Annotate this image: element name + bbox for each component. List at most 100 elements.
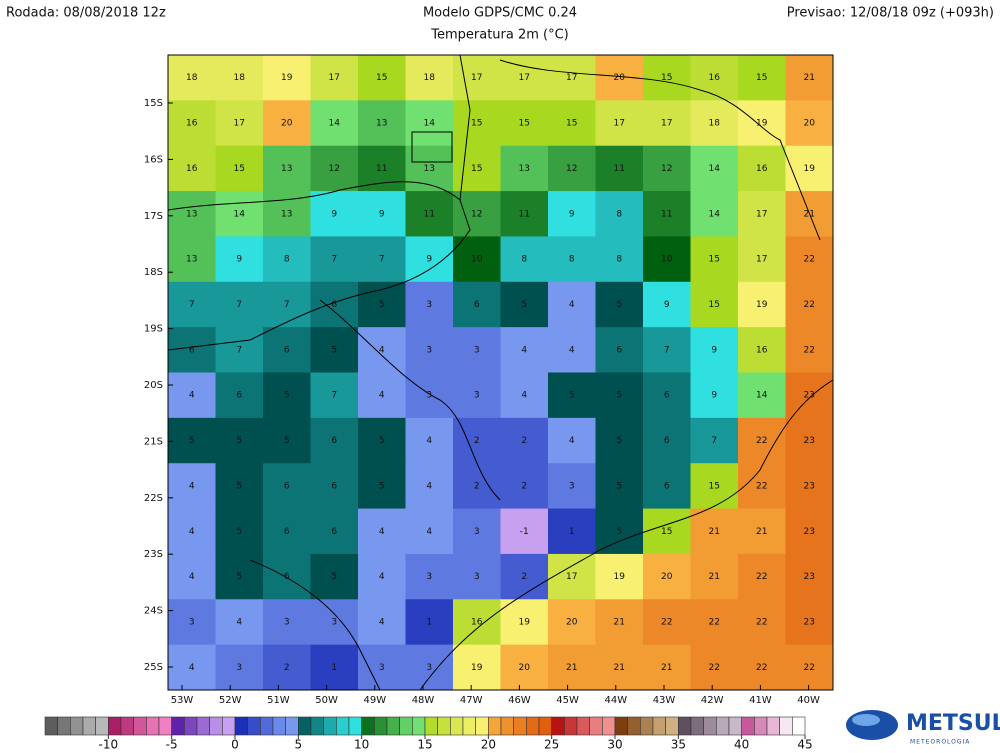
temp-value: 3 [426, 345, 432, 355]
temp-value: 4 [189, 391, 195, 401]
colorbar-box [766, 716, 780, 736]
colorbar-box [272, 716, 286, 736]
temp-cell [168, 55, 216, 101]
temp-value: 15 [709, 300, 720, 310]
temp-value: -1 [520, 527, 529, 537]
temp-cell [785, 100, 834, 147]
temp-cell [453, 372, 501, 419]
temp-cell [310, 191, 359, 237]
colorbar-box [57, 716, 71, 736]
temp-cell [168, 599, 216, 646]
colorbar-box [133, 716, 147, 736]
temp-cell [168, 100, 216, 147]
temp-value: 14 [329, 119, 341, 129]
temp-cell [500, 100, 549, 147]
temp-cell [168, 191, 216, 237]
colorbar-box [209, 716, 223, 736]
temp-value: 3 [426, 572, 432, 582]
temp-value: 4 [379, 391, 385, 401]
colorbar: -10 -5 0 5 10 15 20 25 30 35 40 45 [44, 716, 813, 752]
temp-value: 22 [709, 617, 720, 627]
colorbar-box [792, 716, 806, 736]
temp-value: 17 [329, 73, 340, 83]
temp-value: 14 [424, 119, 436, 129]
temp-value: 22 [756, 572, 767, 582]
temp-value: 2 [521, 572, 527, 582]
temp-cell [453, 145, 501, 192]
temp-cell [215, 463, 264, 510]
lon-label: 42W [701, 695, 724, 706]
temp-value: 5 [331, 345, 337, 355]
axes: 15S 16S 17S 18S 19S 20S 21S 22S 23S 24S 25S 53W 52W 5… [144, 98, 820, 706]
colorbar-box [361, 716, 375, 736]
temp-value: 4 [426, 436, 432, 446]
temp-value: 21 [804, 73, 815, 83]
lon-label: 44W [604, 695, 627, 706]
temp-value: 13 [281, 164, 292, 174]
colorbar-box [196, 716, 210, 736]
temp-cell [500, 145, 549, 192]
colorbar-box [602, 716, 616, 736]
temp-value: 15 [709, 481, 720, 491]
temp-cell [310, 644, 359, 691]
colorbar-box [500, 716, 514, 736]
temp-cell [690, 236, 739, 283]
temp-value: 16 [186, 119, 198, 129]
temp-value: 23 [804, 617, 815, 627]
temp-cell [453, 281, 501, 328]
temp-value: 15 [519, 119, 530, 129]
colorbar-box [589, 716, 603, 736]
lat-label: 25S [144, 662, 163, 673]
temp-cell [263, 508, 311, 555]
temp-cell [690, 553, 739, 600]
temp-cell [310, 372, 359, 419]
temp-cell [595, 463, 644, 510]
temp-cell [215, 327, 264, 373]
temp-cell [215, 55, 264, 101]
temp-value: 2 [474, 481, 480, 491]
temp-value: 22 [804, 255, 815, 265]
lon-label: 49W [363, 695, 386, 706]
temp-cell [453, 508, 501, 555]
colorbar-label: 0 [231, 738, 239, 752]
temp-cell [595, 281, 644, 328]
colorbar-box [627, 716, 641, 736]
temp-value: 5 [284, 391, 290, 401]
lat-label: 22S [144, 493, 163, 504]
temp-value: 4 [189, 663, 195, 673]
temp-value: 15 [709, 255, 720, 265]
temp-cell [263, 191, 311, 237]
temp-value: 3 [474, 345, 480, 355]
temp-value: 6 [331, 481, 337, 491]
colorbar-box [614, 716, 628, 736]
colorbar-label: 20 [481, 738, 496, 752]
colorbar-label: -10 [99, 738, 119, 752]
temp-value: 4 [569, 345, 575, 355]
temp-cell [453, 327, 501, 373]
temp-value: 4 [426, 481, 432, 491]
colorbar-box [640, 716, 654, 736]
temp-value: 5 [379, 436, 385, 446]
lon-label: 46W [508, 695, 531, 706]
temp-value: 9 [426, 255, 432, 265]
lon-label: 53W [171, 695, 194, 706]
lon-label: 45W [556, 695, 579, 706]
colorbar-box [95, 716, 109, 736]
temp-cell [405, 553, 454, 600]
temp-value: 19 [614, 572, 626, 582]
colorbar-box [70, 716, 84, 736]
temp-cell [358, 100, 406, 147]
temp-cell [453, 599, 501, 646]
temp-cell [548, 553, 596, 600]
temp-cell [168, 145, 216, 192]
temp-cell [690, 599, 739, 646]
temp-cell [358, 327, 406, 373]
temp-value: 20 [661, 572, 673, 582]
temp-cell [453, 463, 501, 510]
temp-value: 4 [521, 345, 527, 355]
colorbar-label: 15 [417, 738, 432, 752]
temp-value: 6 [236, 391, 242, 401]
temp-value: 3 [331, 617, 337, 627]
lon-label: 50W [315, 695, 338, 706]
